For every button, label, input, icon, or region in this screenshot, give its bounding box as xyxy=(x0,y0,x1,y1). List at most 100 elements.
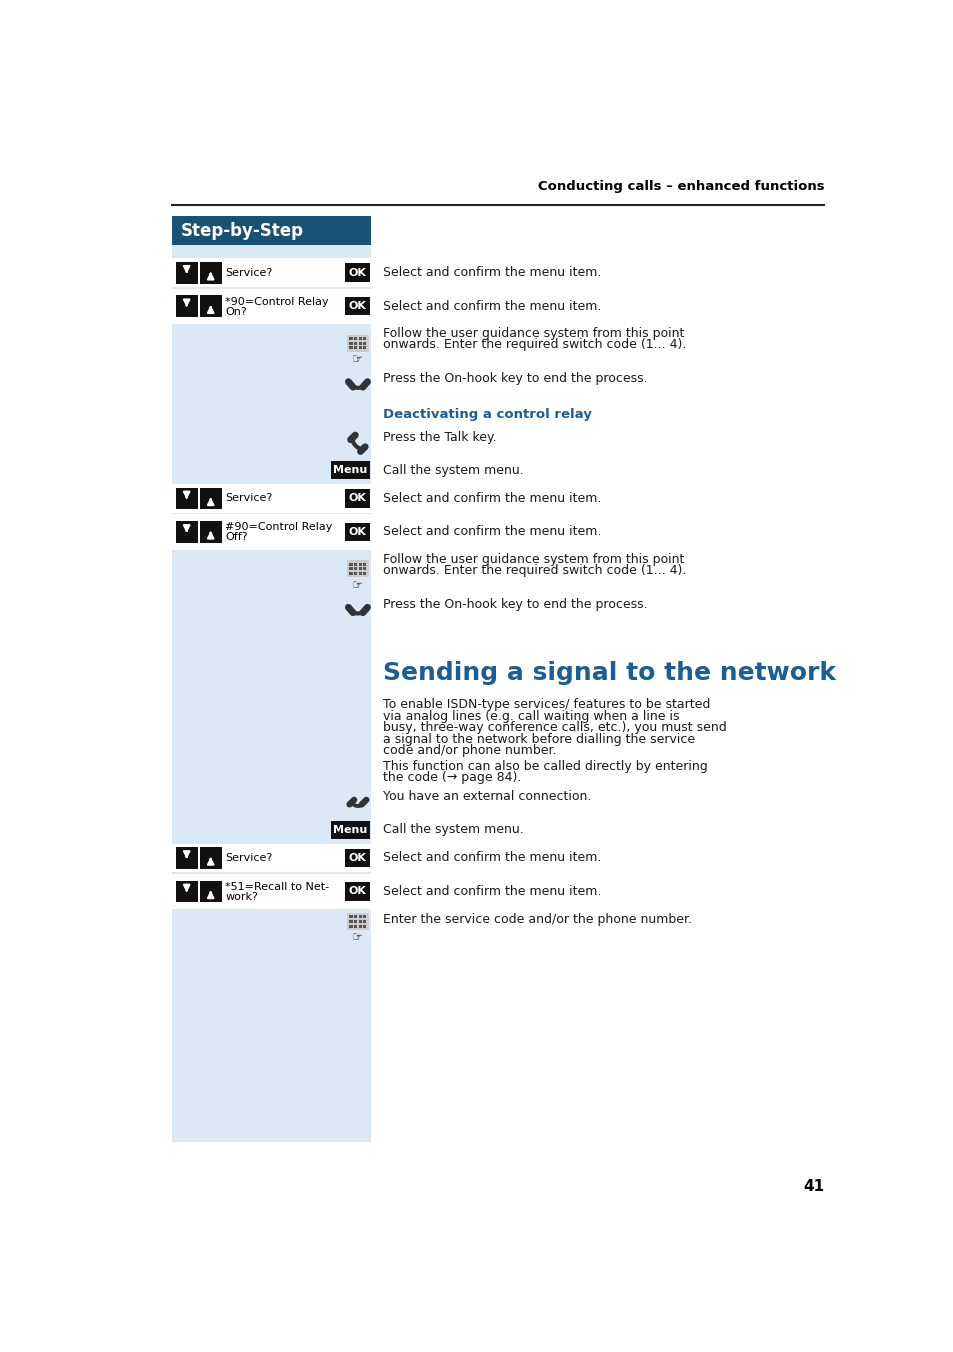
Bar xyxy=(358,919,361,923)
Bar xyxy=(358,562,361,565)
Bar xyxy=(344,883,369,900)
Bar xyxy=(358,337,361,341)
Text: OK: OK xyxy=(348,301,366,311)
Bar xyxy=(358,572,361,575)
Bar xyxy=(354,925,356,927)
Bar xyxy=(363,915,366,918)
Bar xyxy=(175,880,197,902)
Text: via analog lines (e.g. call waiting when a line is: via analog lines (e.g. call waiting when… xyxy=(382,710,679,723)
Text: Press the Talk key.: Press the Talk key. xyxy=(382,431,496,443)
Text: onwards. Enter the required switch code (1... 4).: onwards. Enter the required switch code … xyxy=(382,338,685,352)
Text: Off?: Off? xyxy=(225,533,248,542)
Text: Select and confirm the menu item.: Select and confirm the menu item. xyxy=(382,526,600,538)
Bar xyxy=(363,572,366,575)
Bar xyxy=(199,296,221,316)
Text: Select and confirm the menu item.: Select and confirm the menu item. xyxy=(382,886,600,898)
Bar xyxy=(354,572,356,575)
Bar xyxy=(349,337,353,341)
Text: You have an external connection.: You have an external connection. xyxy=(382,790,591,803)
Bar xyxy=(331,821,369,840)
Text: 41: 41 xyxy=(802,1179,823,1194)
Text: Press the On-hook key to end the process.: Press the On-hook key to end the process… xyxy=(382,372,647,385)
Bar xyxy=(175,296,197,316)
Text: Deactivating a control relay: Deactivating a control relay xyxy=(382,408,591,422)
Text: code and/or phone number.: code and/or phone number. xyxy=(382,745,556,757)
Text: OK: OK xyxy=(348,853,366,863)
Bar xyxy=(354,919,356,923)
Bar xyxy=(354,342,356,345)
Text: Select and confirm the menu item.: Select and confirm the menu item. xyxy=(382,852,600,864)
Bar xyxy=(363,342,366,345)
Bar xyxy=(199,848,221,869)
Bar xyxy=(172,514,371,549)
Bar xyxy=(363,346,366,349)
Text: OK: OK xyxy=(348,887,366,896)
Text: This function can also be called directly by entering: This function can also be called directl… xyxy=(382,760,707,773)
Text: Select and confirm the menu item.: Select and confirm the menu item. xyxy=(382,300,600,312)
Text: Conducting calls – enhanced functions: Conducting calls – enhanced functions xyxy=(537,180,823,193)
Bar xyxy=(199,488,221,510)
Bar xyxy=(175,262,197,284)
Bar xyxy=(349,562,353,565)
Bar xyxy=(175,488,197,510)
Text: Service?: Service? xyxy=(225,493,273,503)
Text: Call the system menu.: Call the system menu. xyxy=(382,464,523,477)
Bar xyxy=(344,264,369,283)
Text: busy, three-way conference calls, etc.), you must send: busy, three-way conference calls, etc.),… xyxy=(382,722,726,734)
Bar xyxy=(199,521,221,542)
Bar xyxy=(354,346,356,349)
Bar xyxy=(199,880,221,902)
Bar xyxy=(349,919,353,923)
Text: *90=Control Relay: *90=Control Relay xyxy=(225,296,329,307)
Text: To enable ISDN-type services/ features to be started: To enable ISDN-type services/ features t… xyxy=(382,698,709,711)
Bar xyxy=(358,925,361,927)
Text: OK: OK xyxy=(348,527,366,537)
Text: OK: OK xyxy=(348,493,366,503)
Text: Service?: Service? xyxy=(225,268,273,277)
Text: #90=Control Relay: #90=Control Relay xyxy=(225,522,333,533)
Bar xyxy=(349,346,353,349)
Bar xyxy=(175,521,197,542)
Bar xyxy=(344,849,369,867)
Bar xyxy=(349,572,353,575)
Bar xyxy=(175,848,197,869)
Text: ☞: ☞ xyxy=(352,932,363,945)
Bar xyxy=(354,337,356,341)
Bar xyxy=(199,262,221,284)
Bar xyxy=(347,560,369,577)
Text: OK: OK xyxy=(348,268,366,277)
Text: Follow the user guidance system from this point: Follow the user guidance system from thi… xyxy=(382,553,683,566)
Bar xyxy=(349,568,353,571)
Bar xyxy=(172,873,371,909)
Bar xyxy=(363,562,366,565)
Bar xyxy=(331,461,369,480)
Text: Step-by-Step: Step-by-Step xyxy=(181,222,304,239)
Text: onwards. Enter the required switch code (1... 4).: onwards. Enter the required switch code … xyxy=(382,564,685,577)
Text: the code (→ page 84).: the code (→ page 84). xyxy=(382,772,520,784)
Bar xyxy=(172,484,371,512)
Bar xyxy=(363,337,366,341)
Text: Menu: Menu xyxy=(333,825,367,834)
Text: ☞: ☞ xyxy=(352,353,363,366)
Bar xyxy=(354,915,356,918)
Text: Call the system menu.: Call the system menu. xyxy=(382,823,523,837)
Bar xyxy=(358,342,361,345)
Bar xyxy=(358,568,361,571)
Bar xyxy=(358,346,361,349)
Bar xyxy=(349,342,353,345)
Bar xyxy=(347,335,369,352)
Text: Select and confirm the menu item.: Select and confirm the menu item. xyxy=(382,492,600,504)
Text: Follow the user guidance system from this point: Follow the user guidance system from thi… xyxy=(382,327,683,341)
Bar xyxy=(172,844,371,872)
Bar xyxy=(363,925,366,927)
Text: On?: On? xyxy=(225,307,247,316)
Text: Sending a signal to the network: Sending a signal to the network xyxy=(382,661,835,684)
Text: Press the On-hook key to end the process.: Press the On-hook key to end the process… xyxy=(382,598,647,611)
Text: Menu: Menu xyxy=(333,465,367,476)
Bar xyxy=(172,216,371,1141)
Text: Enter the service code and/or the phone number.: Enter the service code and/or the phone … xyxy=(382,913,691,926)
Bar xyxy=(347,913,369,930)
Bar xyxy=(344,489,369,507)
Text: a signal to the network before dialling the service: a signal to the network before dialling … xyxy=(382,733,694,746)
Bar xyxy=(349,915,353,918)
